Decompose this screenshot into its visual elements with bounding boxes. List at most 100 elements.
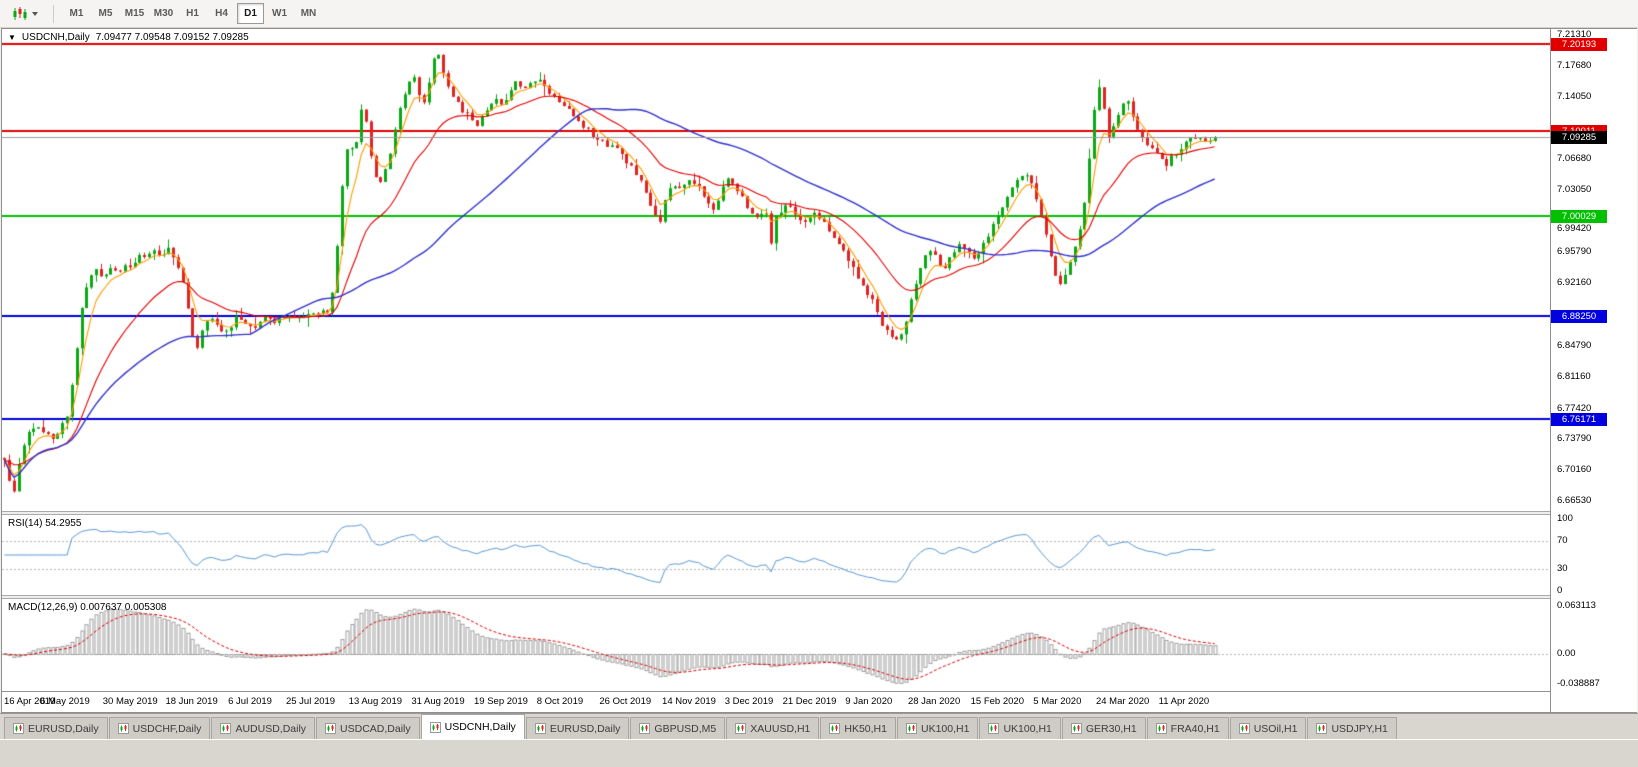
chart-type-button[interactable] <box>6 3 44 25</box>
mini-chart-icon <box>534 723 546 734</box>
date-label: 26 Oct 2019 <box>599 696 652 707</box>
chart-symbol-label: USDCNH,Daily <box>21 32 90 43</box>
macd-indicator-canvas[interactable] <box>2 599 1550 691</box>
chart-tab-xauusd-h1[interactable]: XAUUSD,H1 <box>726 717 820 739</box>
chart-plot-area: ▼ USDCNH,Daily 7.09477 7.09548 7.09152 7… <box>2 29 1550 712</box>
chart-tab-usdchf-daily[interactable]: USDCHF,Daily <box>108 717 211 739</box>
chart-tab-label: AUDUSD,Daily <box>235 722 307 735</box>
mini-chart-icon <box>429 721 441 733</box>
mini-chart-icon <box>117 723 129 734</box>
date-label: 3 Dec 2019 <box>724 696 774 707</box>
price-tick: 7.06680 <box>1557 153 1592 165</box>
date-label: 5 Mar 2020 <box>1033 696 1082 707</box>
mini-chart-icon <box>1070 723 1082 734</box>
mini-chart-icon <box>325 723 337 734</box>
toolbar-divider <box>53 4 54 23</box>
price-tick: 6.70160 <box>1557 464 1592 476</box>
chart-tab-hk50-h1[interactable]: HK50,H1 <box>820 717 896 739</box>
price-tick: 6.81160 <box>1557 370 1591 382</box>
chart-ohlc-values: 7.09477 7.09548 7.09152 7.09285 <box>95 32 249 43</box>
chart-tab-ger30-h1[interactable]: GER30,H1 <box>1061 717 1146 739</box>
price-line-badge: 7.00029 <box>1551 209 1607 223</box>
mini-chart-icon <box>13 723 24 734</box>
chart-tab-usdcnh-daily[interactable]: USDCNH,Daily <box>420 714 525 739</box>
price-tick: 6.66530 <box>1557 495 1592 507</box>
date-label: 19 Sep 2019 <box>474 696 528 707</box>
date-label: 14 Nov 2019 <box>662 696 716 707</box>
timeframe-button-h4[interactable]: H4 <box>208 3 235 24</box>
price-tick: 6.99420 <box>1557 222 1592 234</box>
price-tick: 6.92160 <box>1557 277 1592 289</box>
mini-chart-icon <box>905 723 917 734</box>
chart-tab-label: GER30,H1 <box>1085 722 1137 735</box>
date-label: 25 Jul 2019 <box>285 696 336 707</box>
macd-tick: 0.00 <box>1557 647 1576 659</box>
rsi-tick: 70 <box>1557 534 1568 546</box>
mini-chart-icon <box>735 723 747 734</box>
mini-chart-icon <box>220 723 232 734</box>
timeframe-button-m30[interactable]: M30 <box>150 3 177 24</box>
date-label: 21 Dec 2019 <box>782 696 837 707</box>
top-toolbar: M1 M5 M15 M30 H1 H4 D1 W1 MN <box>0 0 1638 28</box>
mini-chart-icon <box>639 723 651 734</box>
timeframe-button-mn[interactable]: MN <box>295 3 322 24</box>
chart-tab-fra40-h1[interactable]: FRA40,H1 <box>1146 717 1229 739</box>
chart-tab-label: USOil,H1 <box>1253 722 1298 735</box>
timeframe-button-h1[interactable]: H1 <box>179 3 206 24</box>
timeframe-button-m15[interactable]: M15 <box>121 3 148 24</box>
chart-tab-uk100-h1[interactable]: UK100,H1 <box>979 717 1061 739</box>
price-axis[interactable]: 7.201937.100117.000296.882506.761717.092… <box>1550 29 1637 712</box>
chart-tab-label: FRA40,H1 <box>1170 722 1220 735</box>
symbol-expander-icon[interactable]: ▼ <box>8 32 16 42</box>
chart-tab-gbpusd-m5[interactable]: GBPUSD,M5 <box>630 717 726 739</box>
chart-tab-label: EURUSD,Daily <box>28 722 99 735</box>
price-line-badge: 7.20193 <box>1551 37 1607 51</box>
date-label: 16 Apr 2019 <box>4 696 56 707</box>
date-label: 8 Oct 2019 <box>536 696 584 707</box>
chart-tab-uk100-h1[interactable]: UK100,H1 <box>896 717 979 739</box>
chart-window: ▼ USDCNH,Daily 7.09477 7.09548 7.09152 7… <box>1 28 1637 713</box>
date-label: 31 Aug 2019 <box>411 696 465 707</box>
price-tick: 6.77420 <box>1557 402 1592 414</box>
mini-chart-icon <box>829 723 841 734</box>
rsi-tick: 100 <box>1557 513 1573 524</box>
macd-tick: 0.063113 <box>1557 599 1596 611</box>
chart-tab-label: XAUUSD,H1 <box>750 722 811 735</box>
timeframe-button-d1[interactable]: D1 <box>237 3 264 24</box>
rsi-tick: 0 <box>1557 585 1563 596</box>
date-label: 18 Jun 2019 <box>165 696 218 707</box>
date-label: 13 Aug 2019 <box>348 696 403 707</box>
timeframe-button-m5[interactable]: M5 <box>92 3 119 24</box>
macd-tick: -0.038887 <box>1557 677 1600 689</box>
price-tick: 7.17680 <box>1557 59 1592 71</box>
rsi-indicator-label: RSI(14) 54.2955 <box>8 518 82 529</box>
chart-tab-audusd-daily[interactable]: AUDUSD,Daily <box>211 717 316 739</box>
chart-tab-usoil-h1[interactable]: USOil,H1 <box>1229 717 1307 739</box>
chart-tab-label: USDCHF,Daily <box>132 722 202 735</box>
pane-resize-handle[interactable] <box>2 511 1550 515</box>
date-label: 11 Apr 2020 <box>1158 696 1210 707</box>
rsi-indicator-canvas[interactable] <box>2 515 1550 595</box>
price-tick: 6.95790 <box>1557 246 1592 258</box>
chart-tab-usdcad-daily[interactable]: USDCAD,Daily <box>316 717 420 739</box>
chart-tab-eurusd-daily[interactable]: EURUSD,Daily <box>525 717 630 739</box>
date-label: 15 Feb 2020 <box>970 696 1024 707</box>
date-label: 28 Jan 2020 <box>907 696 961 707</box>
timeframe-button-m1[interactable]: M1 <box>63 3 90 24</box>
date-label: 6 May 2019 <box>40 696 90 707</box>
chart-tab-usdjpy-h1[interactable]: USDJPY,H1 <box>1307 717 1397 739</box>
time-axis[interactable]: 16 Apr 2019 6 May 2019 30 May 2019 18 Jun 2… <box>2 691 1550 712</box>
date-label: 30 May 2019 <box>102 696 158 707</box>
pane-resize-handle[interactable] <box>2 595 1550 599</box>
date-label: 6 Jul 2019 <box>228 696 272 707</box>
price-chart-canvas[interactable] <box>2 29 1550 511</box>
chart-title: ▼ USDCNH,Daily 7.09477 7.09548 7.09152 7… <box>8 32 249 43</box>
chart-tab-label: UK100,H1 <box>920 722 970 735</box>
chart-tab-eurusd-daily[interactable]: EURUSD,Daily <box>4 717 108 739</box>
current-price-badge: 7.09285 <box>1551 130 1607 144</box>
chart-tabs-bar: EURUSD,Daily USDCHF,Daily AUDUSD,Daily USDC… <box>0 713 1638 739</box>
rsi-tick: 30 <box>1557 563 1568 575</box>
price-tick: 7.21310 <box>1557 29 1592 40</box>
price-tick: 7.14050 <box>1557 90 1592 102</box>
timeframe-button-w1[interactable]: W1 <box>266 3 293 24</box>
